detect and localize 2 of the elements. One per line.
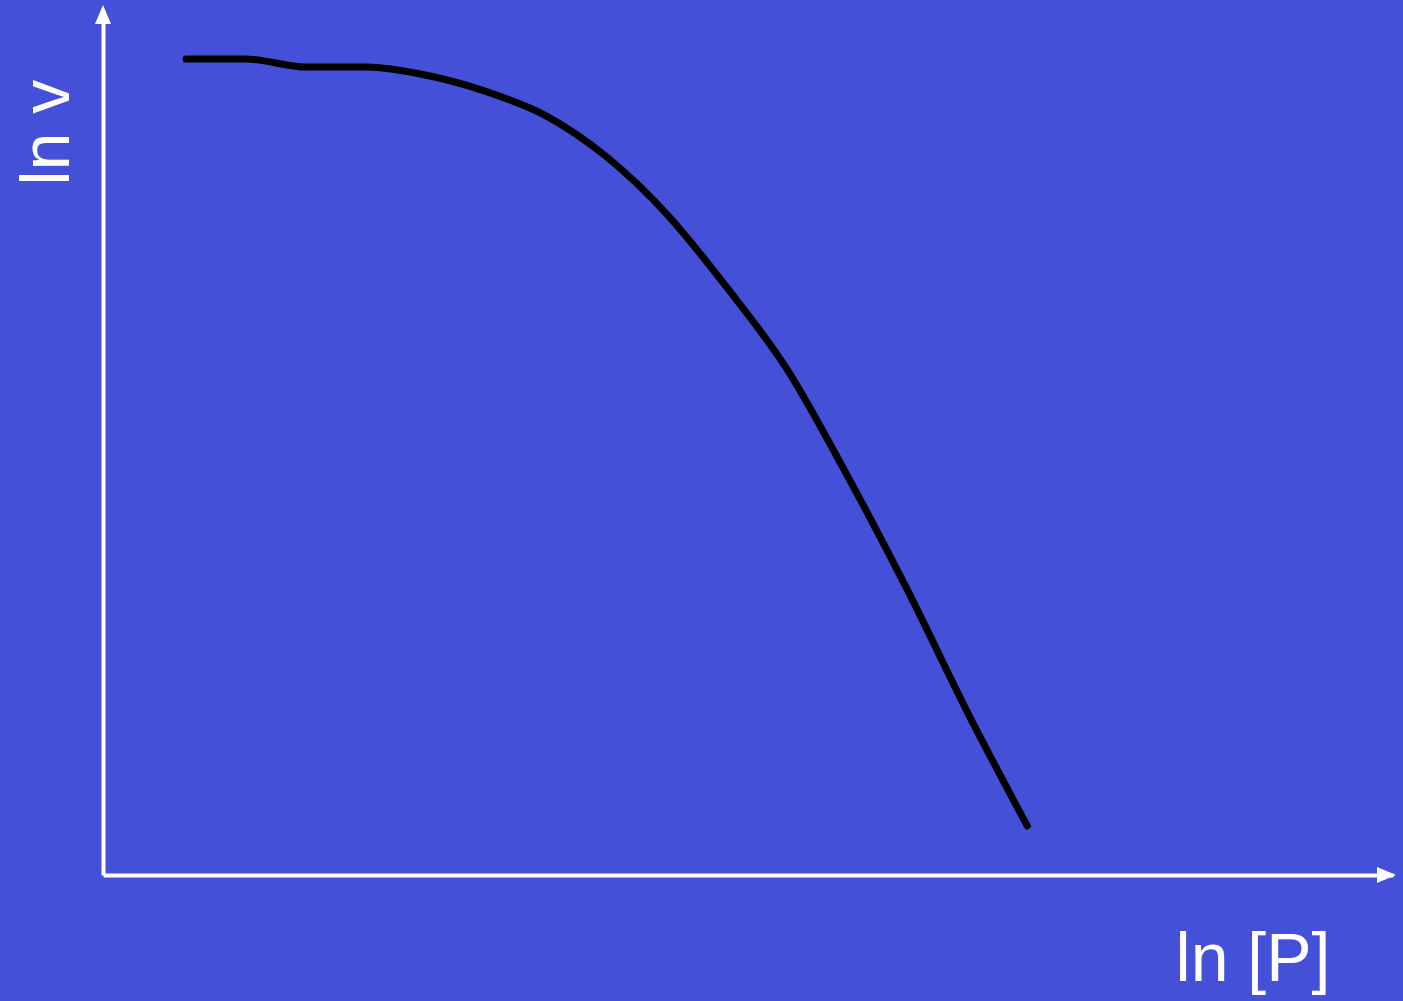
y-axis-title: ln v (6, 79, 83, 186)
x-axis-title: ln [P] (1175, 918, 1331, 995)
